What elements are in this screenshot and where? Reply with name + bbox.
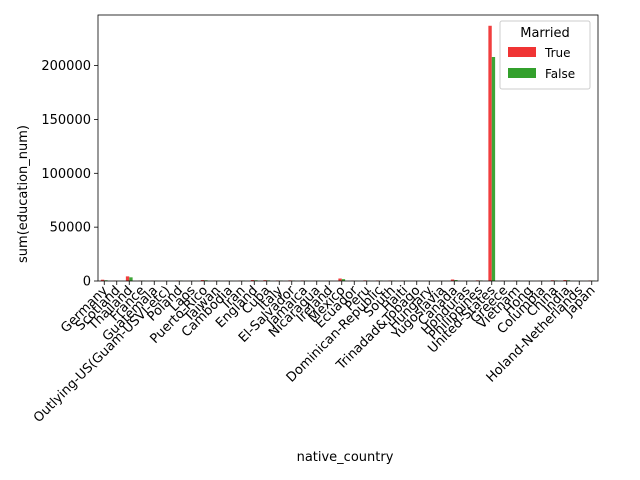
legend: Married True False [499,20,591,90]
x-axis-title: native_country [297,450,394,465]
bar-false-thailand [129,277,133,281]
y-axis: 0 50000 100000 150000 200000 [41,59,98,290]
legend-label-true: True [544,46,571,60]
plot-frame [97,14,599,282]
y-tick-label: 100000 [41,167,91,182]
bar-true-india [563,280,567,281]
bar-false-canada [454,280,458,281]
bar-true-thailand [125,276,130,281]
y-tick-label: 150000 [41,113,91,128]
bar-true-puerto-rico [200,280,205,281]
legend-label-false: False [545,67,575,81]
bar-true-mexico [338,278,342,281]
x-axis: GermanyScotlandThailandFranceGuatemalaOu… [31,281,599,426]
bar-true-cuba [263,280,267,281]
bar-false-united-states [491,57,496,281]
legend-swatch-false [508,68,536,78]
bar-false-mexico [341,279,346,281]
y-axis-title: sum(education_num) [16,125,31,263]
bar-true-germany [100,279,105,281]
bar-true-england [250,280,255,281]
legend-title: Married [520,26,570,41]
y-tick-label: 50000 [50,221,91,236]
bar-true-canada [450,279,455,281]
plot-area [97,14,599,282]
legend-swatch-true [508,47,536,57]
bar-true-united-states [488,25,492,282]
y-tick-label: 200000 [41,59,91,74]
y-tick-label: 0 [83,275,91,290]
